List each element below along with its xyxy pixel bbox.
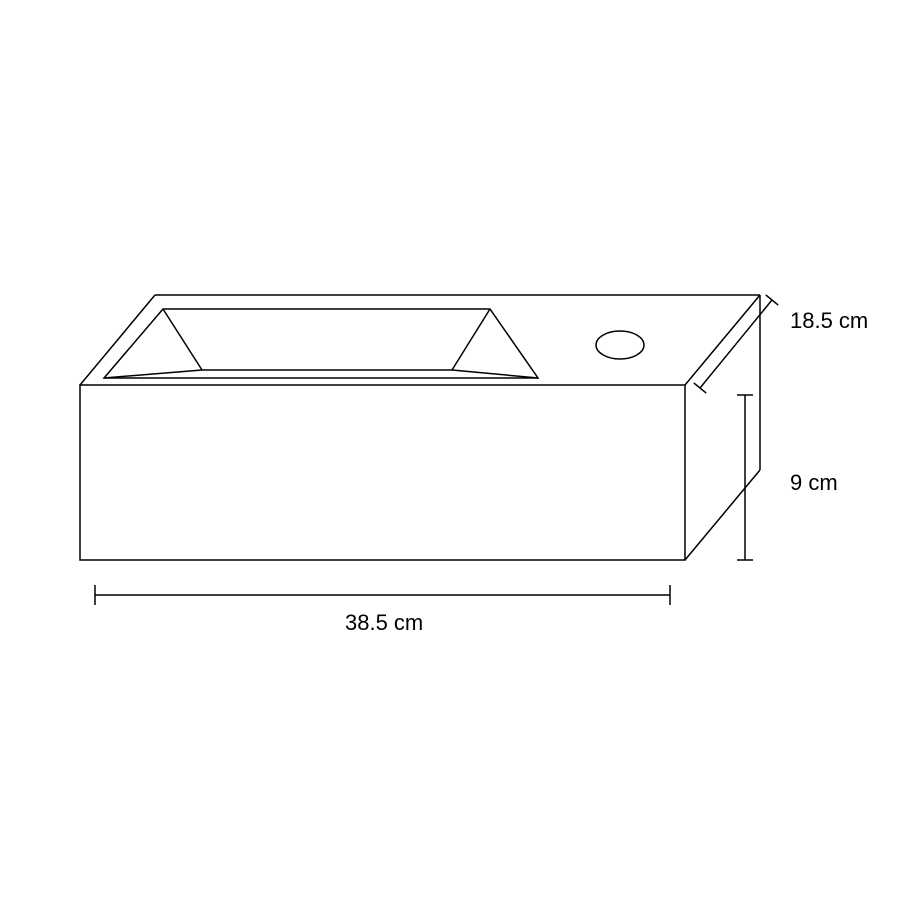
dimension-height: 9 cm (737, 395, 838, 560)
sink-dimension-diagram: 38.5 cm 18.5 cm 9 cm (0, 0, 900, 900)
sink-block (80, 295, 760, 560)
basin-facet-right-back (452, 309, 490, 370)
dim-depth-tick-top (766, 295, 778, 305)
tap-hole (596, 331, 644, 359)
front-face (80, 385, 685, 560)
dim-depth-line (700, 300, 772, 388)
edge-top-left (80, 295, 155, 385)
dim-depth-label: 18.5 cm (790, 308, 868, 333)
basin-facet-left (104, 370, 202, 378)
dimension-width: 38.5 cm (95, 585, 670, 635)
basin-facet-left-back (163, 309, 202, 370)
dim-width-label: 38.5 cm (345, 610, 423, 635)
edge-top-right (685, 295, 760, 385)
edge-bottom-right (685, 470, 760, 560)
basin-facet-right (452, 370, 538, 378)
dim-depth-tick-bottom (694, 383, 706, 393)
dim-height-label: 9 cm (790, 470, 838, 495)
